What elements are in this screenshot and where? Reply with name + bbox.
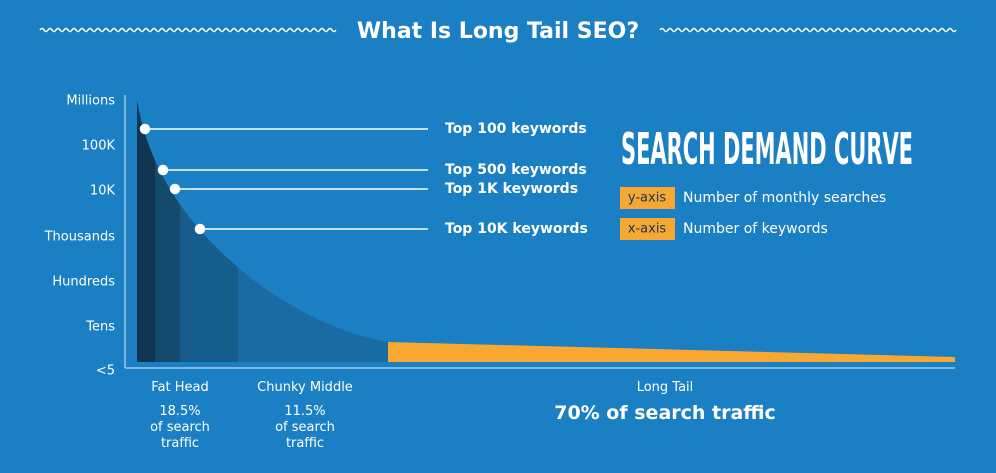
legend-tag: y-axis	[628, 191, 666, 206]
callout: Top 1K keywords	[445, 181, 578, 197]
segment-share: 11.5%	[284, 404, 326, 419]
segment-name: Chunky Middle	[257, 380, 353, 395]
y-label: Tens	[85, 320, 115, 335]
segment-label: Long Tail 70% of search traffic	[480, 380, 850, 424]
title-ornament	[39, 27, 957, 33]
y-label: 100K	[82, 139, 116, 154]
segment-share: 18.5%	[159, 404, 201, 419]
y-label: Thousands	[44, 230, 116, 245]
heading: SEARCH DEMAND CURVE	[621, 124, 913, 175]
segment-name: Long Tail	[636, 380, 694, 395]
legend-tag-box	[620, 187, 675, 209]
wave-line	[659, 27, 957, 33]
segment-name: Fat Head	[151, 380, 209, 395]
callout: Top 100 keywords	[445, 121, 587, 137]
segment-share: 70% of search traffic	[554, 402, 776, 424]
y-label: <5	[96, 364, 115, 379]
callout: Top 10K keywords	[445, 221, 588, 237]
legend-text: Number of monthly searches	[683, 190, 886, 206]
callout-lines	[139, 123, 428, 235]
segment-note: of search traffic	[275, 420, 335, 451]
title: What Is Long Tail SEO?	[357, 19, 639, 44]
segment-label: Fat Head 18.5% of search traffic	[130, 380, 230, 452]
segment-label: Chunky Middle 11.5% of search traffic	[245, 380, 365, 452]
legend-tag-box	[620, 218, 675, 240]
y-label: Hundreds	[52, 275, 115, 290]
y-label: Millions	[66, 94, 115, 109]
long-tail-area	[388, 342, 955, 362]
wave-line	[39, 27, 337, 33]
legend-text: Number of keywords	[683, 221, 828, 237]
y-label: 10K	[90, 184, 116, 199]
callout: Top 500 keywords	[445, 162, 587, 178]
legend-tag: x-axis	[628, 222, 667, 237]
segment-note: of search traffic	[150, 420, 210, 451]
head-curve	[137, 100, 388, 362]
